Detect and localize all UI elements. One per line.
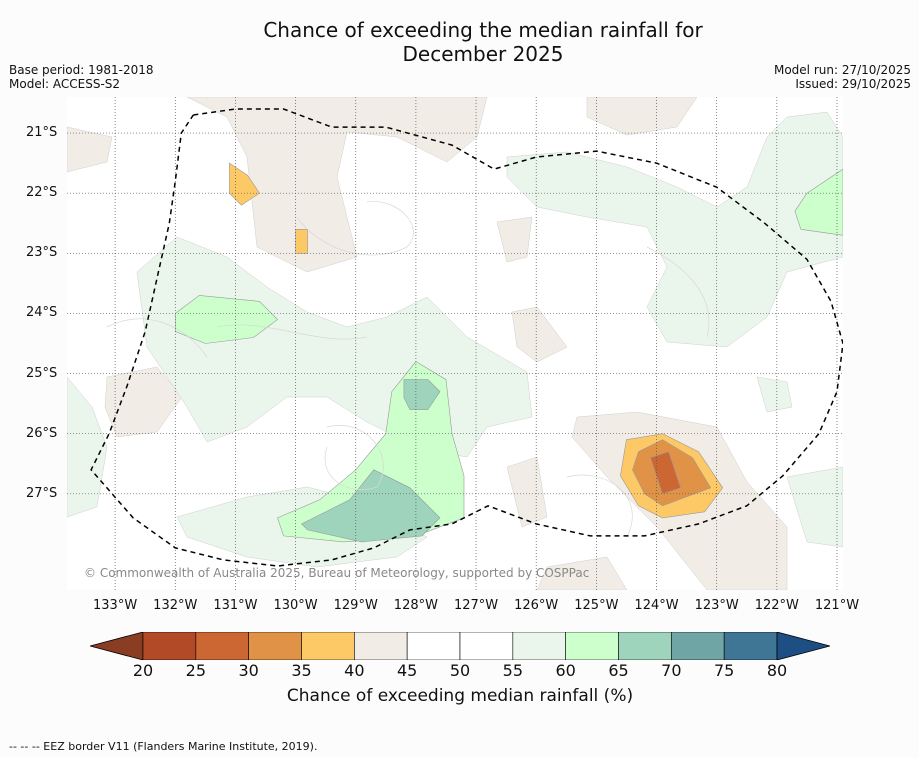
colorbar-tick: 50: [449, 661, 471, 680]
colorbar-tick: 60: [555, 661, 576, 680]
contour-line-6: [324, 425, 384, 490]
title-line-2: December 2025: [402, 42, 564, 66]
contour-line-1: [296, 201, 414, 256]
lon-label: 129°W: [333, 598, 378, 613]
title-line-1: Chance of exceeding the median rainfall …: [263, 18, 703, 42]
colorbar-tick: 35: [291, 661, 312, 680]
lon-label: 125°W: [574, 598, 619, 613]
colorbar-segment-45-50: [406, 632, 461, 660]
colorbar-segment-50-55: [459, 632, 514, 660]
eez-border-line: [90, 108, 843, 567]
colorbar-tick: 40: [344, 661, 365, 680]
deco-beige-west-1: [67, 126, 113, 173]
colorbar-tick: 20: [132, 661, 154, 680]
region-north-dry-35-40: [229, 162, 260, 206]
deco-green-south-east-edge: [786, 466, 843, 548]
colorbar-over-arrow: [776, 632, 830, 660]
colorbar-segment-40-45: [354, 632, 408, 660]
lat-label: 25°S: [26, 365, 58, 381]
deco-beige-mid: [496, 216, 533, 263]
lon-label: 122°W: [754, 598, 799, 613]
meta-right: Model run: 27/10/2025 Issued: 29/10/2025: [774, 63, 911, 91]
colorbar-segment-60-65: [565, 632, 619, 660]
colorbar-segment-55-60: [512, 632, 566, 660]
colorbar-tick: 75: [713, 661, 735, 680]
lon-label: 121°W: [814, 598, 860, 613]
base-period: Base period: 1981-2018: [9, 63, 154, 77]
issued-date: Issued: 29/10/2025: [795, 77, 911, 91]
colorbar-label: Chance of exceeding median rainfall (%): [286, 686, 634, 706]
colorbar-segment-20-25: [142, 632, 197, 660]
colorbar-under-arrow: [90, 632, 144, 660]
colorbar-segment-35-40: [301, 632, 355, 660]
lat-label: 23°S: [26, 245, 58, 261]
lon-label: 124°W: [634, 598, 679, 613]
lon-label: 123°W: [694, 598, 739, 613]
eez-footnote: -- -- -- EEZ border V11 (Flanders Marine…: [9, 740, 318, 753]
deco-green-west-edge: [67, 376, 108, 518]
colorbar-tick: 65: [608, 661, 629, 680]
region-wet-spot-65-70: [403, 379, 441, 410]
colorbar-segment-30-35: [248, 632, 302, 660]
contour-line-4: [106, 318, 208, 358]
lon-label: 130°W: [273, 598, 318, 613]
region-north-dry-spot-35-40: [295, 229, 308, 254]
deco-beige-south: [506, 456, 548, 528]
colorbar-tick: 55: [502, 661, 523, 680]
lon-label: 131°W: [213, 598, 258, 613]
deco-beige-center: [511, 306, 568, 363]
colorbar-tick: 30: [238, 661, 259, 680]
deco-green-east-edge: [756, 376, 793, 413]
lat-label: 27°S: [26, 485, 58, 501]
copyright-notice: © Commonwealth of Australia 2025, Bureau…: [84, 566, 590, 580]
lat-label: 24°S: [26, 305, 58, 321]
lon-label: 127°W: [453, 598, 499, 613]
model-name: Model: ACCESS-S2: [9, 77, 121, 91]
lon-label: 132°W: [153, 598, 198, 613]
region-east-wet-60-65: [794, 168, 843, 236]
model-run: Model run: 27/10/2025: [773, 63, 911, 77]
chart-title: Chance of exceeding the median rainfall …: [0, 18, 919, 66]
region-west-wet-60-65: [175, 295, 278, 344]
lon-label: 128°W: [393, 598, 438, 613]
contour-line-2: [216, 324, 368, 340]
colorbar-segment-70-75: [671, 632, 725, 660]
deco-green-east-big: [506, 111, 843, 348]
lat-label: 21°S: [26, 125, 58, 141]
contour-line-5: [566, 474, 633, 538]
deco-beige-northeast: [586, 97, 698, 136]
meta-left: Base period: 1981-2018 Model: ACCESS-S2: [9, 63, 154, 91]
colorbar-segment-75-80: [723, 632, 778, 660]
lon-label: 126°W: [514, 598, 559, 613]
colorbar-tick: 25: [185, 661, 206, 680]
deco-beige-north: [186, 97, 488, 273]
colorbar-segment-25-30: [195, 632, 249, 660]
lat-label: 26°S: [26, 425, 58, 441]
deco-beige-west-2: [104, 366, 183, 438]
colorbar-tick: 80: [766, 661, 788, 680]
colorbar-tick: 45: [396, 661, 418, 680]
lon-label: 133°W: [93, 598, 138, 613]
colorbar-tick: 70: [661, 661, 682, 680]
lat-label: 22°S: [26, 185, 58, 201]
deco-beige-south-2: [536, 556, 628, 590]
region-south-east-dry-20-25: [650, 451, 681, 495]
colorbar-segment-65-70: [618, 632, 672, 660]
colorbar: [90, 632, 830, 660]
map-panel: [67, 97, 843, 590]
contour-line-3: [646, 246, 710, 338]
